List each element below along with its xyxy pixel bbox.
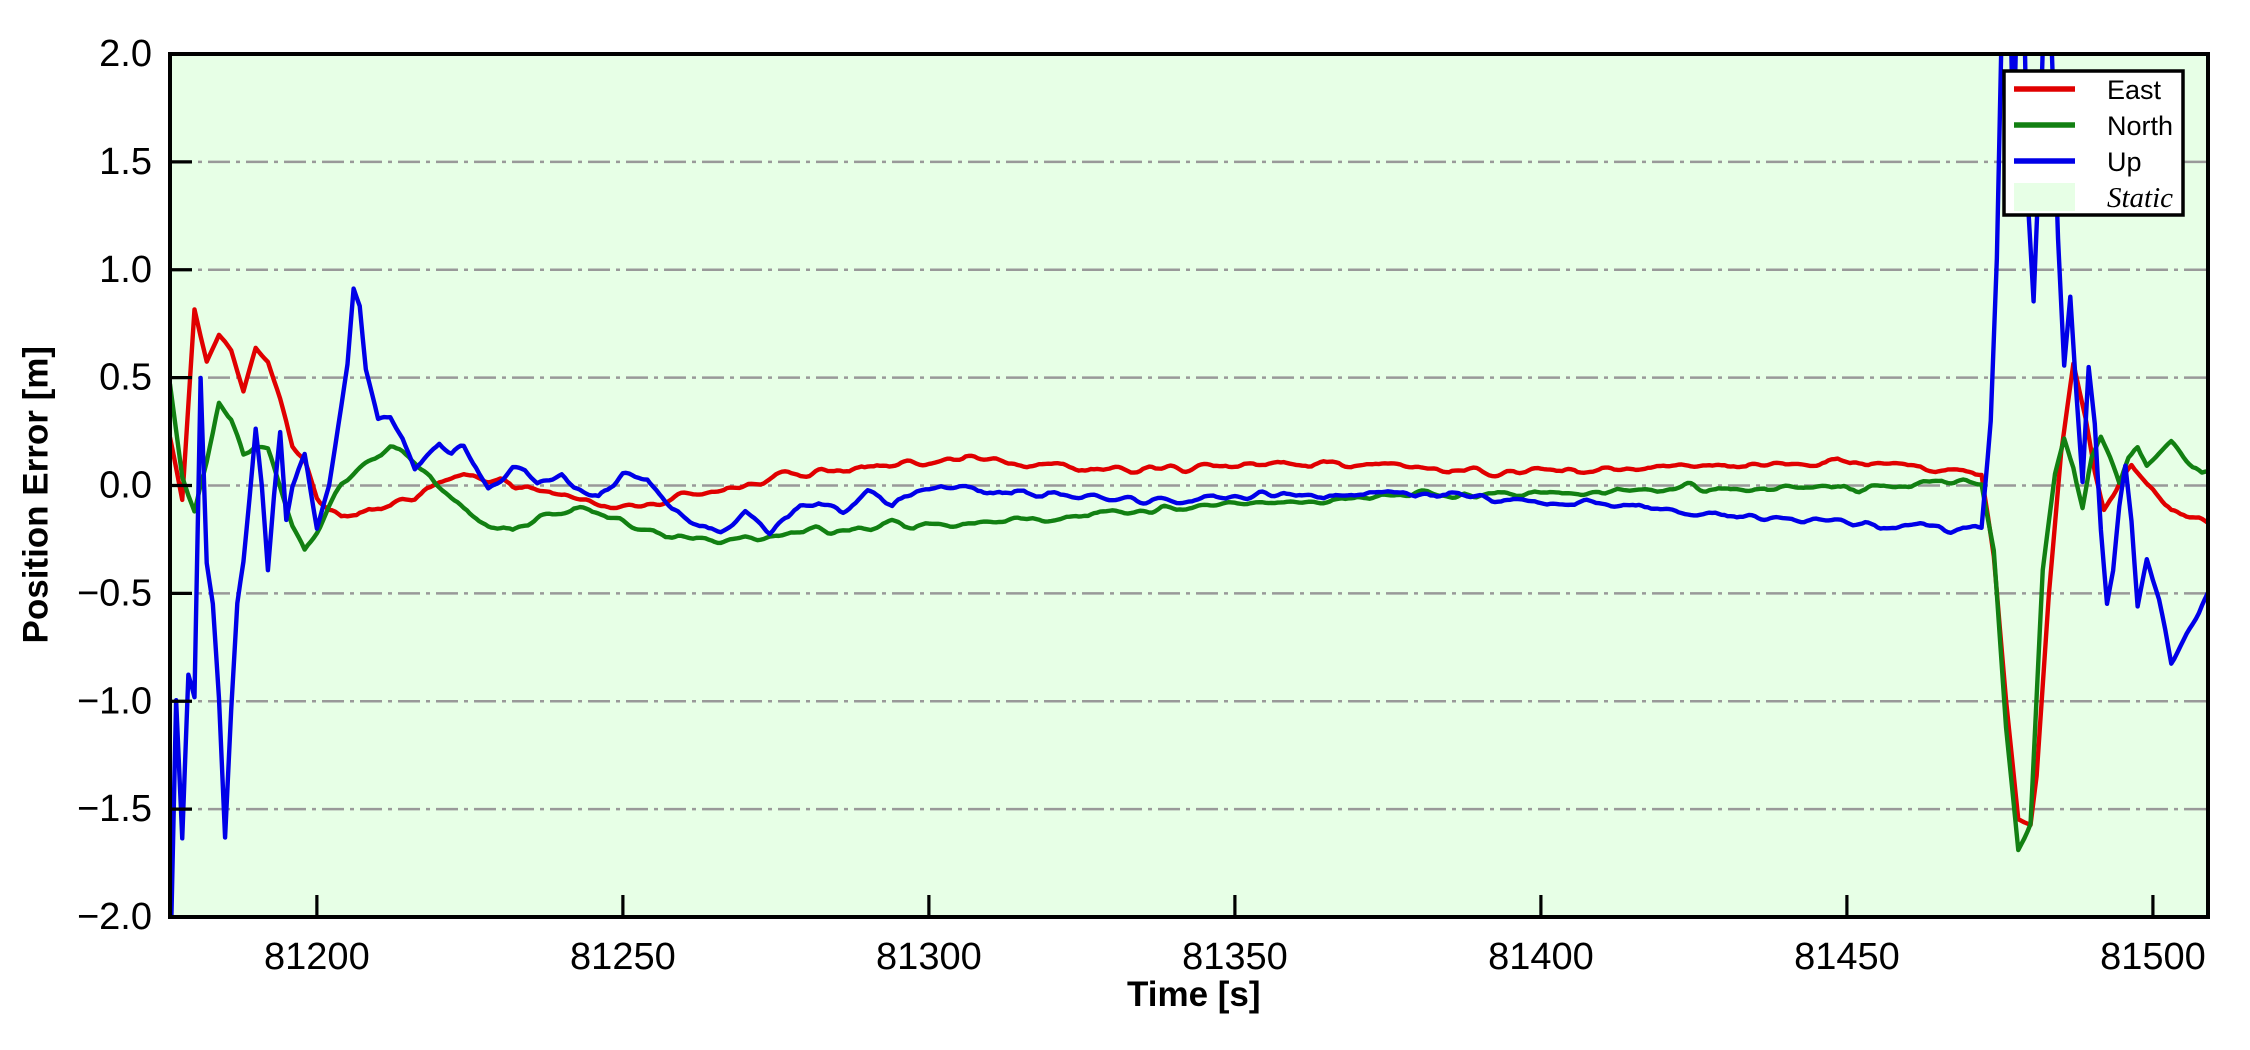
svg-text:1.5: 1.5 (99, 141, 152, 183)
svg-text:0.5: 0.5 (99, 357, 152, 399)
svg-text:−1.5: −1.5 (77, 788, 152, 830)
svg-text:Static: Static (2107, 182, 2173, 214)
svg-text:81350: 81350 (1182, 936, 1288, 978)
svg-text:81250: 81250 (570, 936, 676, 978)
svg-text:1.0: 1.0 (99, 249, 152, 291)
svg-text:Up: Up (2107, 147, 2142, 177)
svg-text:81200: 81200 (264, 936, 370, 978)
svg-text:81450: 81450 (1794, 936, 1900, 978)
svg-text:81300: 81300 (876, 936, 982, 978)
svg-text:−0.5: −0.5 (77, 572, 152, 614)
svg-text:81500: 81500 (2100, 936, 2206, 978)
svg-text:−2.0: −2.0 (77, 896, 152, 938)
svg-text:−1.0: −1.0 (77, 680, 152, 722)
svg-text:0.0: 0.0 (99, 465, 152, 507)
svg-text:North: North (2107, 111, 2173, 141)
svg-text:2.0: 2.0 (99, 33, 152, 75)
svg-text:East: East (2107, 75, 2162, 105)
svg-text:81400: 81400 (1488, 936, 1594, 978)
